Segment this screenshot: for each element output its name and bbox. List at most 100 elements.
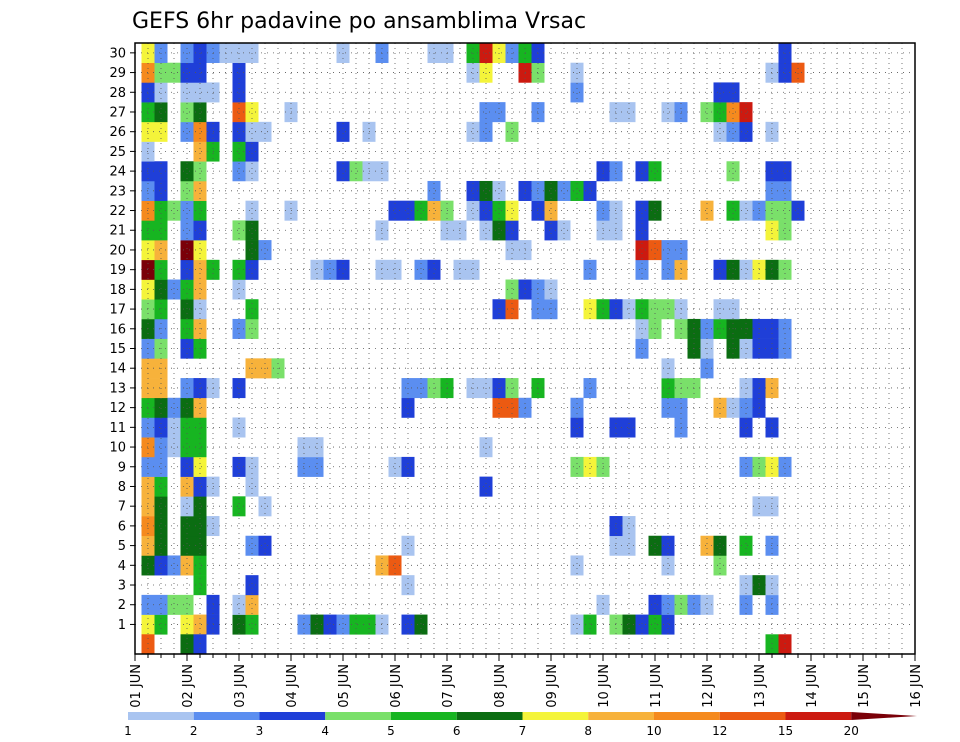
heatmap-cell [401, 456, 415, 477]
heatmap-cell [661, 299, 675, 320]
heatmap-cell [232, 121, 246, 142]
heatmap-cell [349, 161, 363, 182]
heatmap-cell [739, 102, 753, 123]
heatmap-cell [713, 82, 727, 103]
heatmap-cell [388, 259, 402, 280]
heatmap-cell [154, 516, 168, 537]
heatmap-cell [180, 516, 194, 537]
heatmap-cell [414, 614, 428, 635]
heatmap-cell [570, 62, 584, 83]
heatmap-cell [570, 82, 584, 103]
heatmap-cell [726, 259, 740, 280]
heatmap-cell [635, 220, 649, 241]
heatmap-cell [661, 614, 675, 635]
y-tick-label: 22 [109, 204, 126, 219]
heatmap-cell [544, 220, 558, 241]
heatmap-cell [635, 299, 649, 320]
heatmap-cell [401, 397, 415, 418]
heatmap-cell [661, 535, 675, 556]
heatmap-cell [492, 200, 506, 221]
heatmap-cell [180, 62, 194, 83]
heatmap-cell [232, 417, 246, 438]
heatmap-cell [635, 161, 649, 182]
y-tick-label: 4 [118, 559, 126, 574]
heatmap-cell [700, 200, 714, 221]
heatmap-cell [154, 555, 168, 576]
heatmap-cell [323, 259, 337, 280]
heatmap-cell [167, 200, 181, 221]
heatmap-cell [401, 200, 415, 221]
heatmap-cell [479, 180, 493, 201]
heatmap-cell [193, 220, 207, 241]
colorbar-label: 2 [190, 724, 198, 738]
heatmap-cell [232, 614, 246, 635]
heatmap-cell [570, 180, 584, 201]
heatmap-cell [232, 456, 246, 477]
heatmap-cell [193, 535, 207, 556]
x-tick-label: 03 JUN [233, 664, 248, 708]
x-tick-label: 02 JUN [181, 664, 196, 708]
heatmap-cell [622, 417, 636, 438]
heatmap-cell [193, 299, 207, 320]
heatmap-cell [245, 161, 259, 182]
y-tick-label: 9 [118, 460, 126, 475]
heatmap-cell [570, 397, 584, 418]
heatmap-cell [154, 279, 168, 300]
heatmap-cell [635, 259, 649, 280]
heatmap-cell [466, 62, 480, 83]
heatmap-cell [193, 575, 207, 596]
colorbar-label: 6 [453, 724, 461, 738]
x-tick-label: 15 JUN [857, 664, 872, 708]
heatmap-cell [336, 121, 350, 142]
colorbar-swatch [128, 712, 194, 720]
heatmap-cell [193, 456, 207, 477]
heatmap-cell [466, 180, 480, 201]
heatmap-cell [661, 259, 675, 280]
heatmap-cell [154, 220, 168, 241]
heatmap-cell [141, 634, 155, 655]
heatmap-cell [180, 240, 194, 261]
heatmap-cell [648, 299, 662, 320]
heatmap-cell [739, 594, 753, 615]
y-tick-label: 5 [118, 539, 126, 554]
x-tick-label: 10 JUN [597, 664, 612, 708]
heatmap-cell [544, 180, 558, 201]
heatmap-cell [258, 240, 272, 261]
heatmap-cell [726, 200, 740, 221]
colorbar-swatch [785, 712, 852, 720]
heatmap-cell [180, 417, 194, 438]
y-tick-label: 21 [109, 224, 126, 239]
colorbar-label: 7 [519, 724, 527, 738]
heatmap-cell [245, 456, 259, 477]
heatmap-cell [232, 594, 246, 615]
heatmap-cell [479, 476, 493, 497]
heatmap-cell [661, 102, 675, 123]
y-tick-label: 1 [118, 618, 126, 633]
colorbar-label: 5 [387, 724, 395, 738]
colorbar-label: 10 [646, 724, 661, 738]
y-tick-label: 7 [118, 500, 126, 515]
heatmap-cell [479, 102, 493, 123]
heatmap-cell [492, 299, 506, 320]
heatmap-cell [583, 614, 597, 635]
colorbar-swatch [391, 712, 457, 720]
heatmap-cell [167, 594, 181, 615]
colorbar-swatch [522, 712, 589, 720]
y-tick-label: 6 [118, 519, 126, 534]
heatmap-cell [180, 82, 194, 103]
heatmap-cell [310, 437, 324, 458]
y-tick-label: 13 [109, 381, 126, 396]
heatmap-cell [245, 535, 259, 556]
heatmap-cell [193, 62, 207, 83]
heatmap-cell [154, 62, 168, 83]
y-tick-label: 19 [109, 263, 126, 278]
heatmap-cell [583, 259, 597, 280]
heatmap-cell [791, 62, 805, 83]
grid-lines [135, 43, 916, 654]
y-tick-label: 29 [109, 66, 126, 81]
heatmap-cell [479, 121, 493, 142]
y-tick-label: 15 [109, 342, 126, 357]
heatmap-cell [713, 259, 727, 280]
heatmap-cell [492, 180, 506, 201]
heatmap-cell [401, 535, 415, 556]
